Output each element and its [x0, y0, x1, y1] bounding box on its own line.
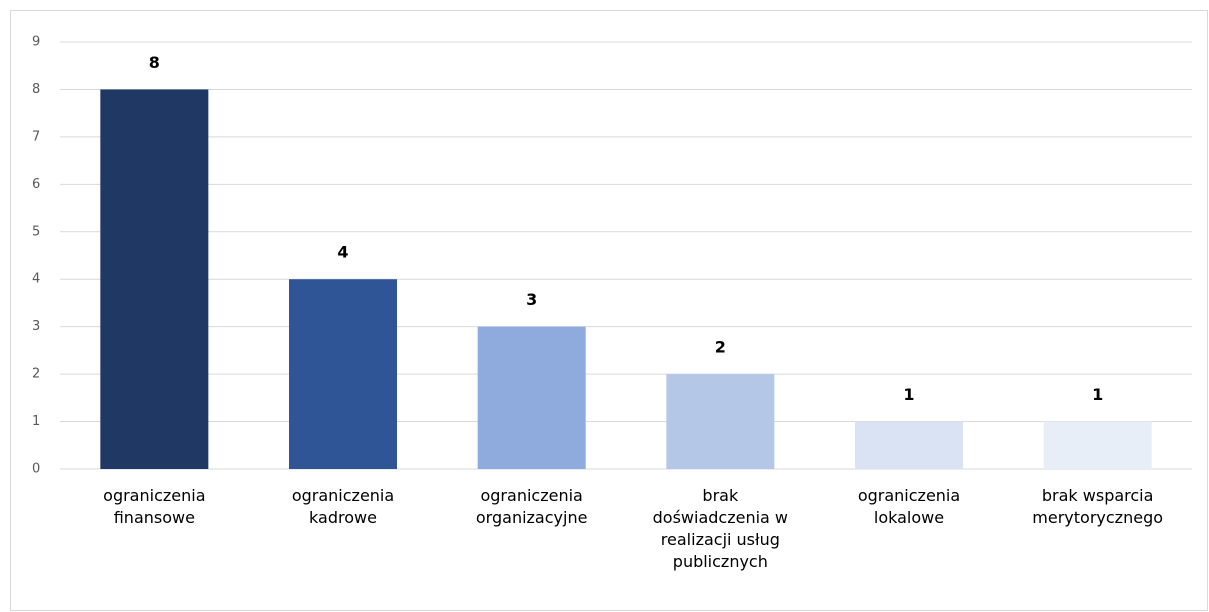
value-label: 3	[526, 290, 537, 309]
value-label: 2	[715, 338, 726, 357]
y-tick-label: 5	[32, 224, 40, 239]
x-tick-label: brak wsparcia merytorycznego	[1032, 486, 1164, 527]
x-tick-label-box: ograniczenia kadrowe	[291, 486, 395, 527]
y-tick-label: 1	[32, 414, 40, 429]
bar	[855, 421, 963, 469]
x-tick-label-box: ograniczenia lokalowe	[857, 486, 961, 527]
x-tick-label: brak doświadczenia w realizacji usług pu…	[652, 486, 789, 571]
x-tick-label-box: brak doświadczenia w realizacji usług pu…	[652, 486, 789, 571]
value-label: 4	[337, 243, 348, 262]
y-tick-label: 0	[32, 462, 40, 477]
y-tick-label: 3	[32, 319, 40, 334]
chart-frame	[10, 10, 1208, 611]
value-label: 1	[1092, 385, 1103, 404]
y-tick-label: 4	[32, 272, 40, 287]
x-tick-label: ograniczenia lokalowe	[857, 486, 961, 527]
x-tick-label-box: ograniczenia finansowe	[103, 486, 206, 527]
bar	[477, 326, 586, 469]
bar	[666, 374, 775, 469]
x-tick-label: ograniczenia finansowe	[103, 486, 206, 527]
x-tick-label-box: ograniczenia organizacyjne	[475, 486, 588, 527]
y-tick-label: 8	[32, 82, 40, 97]
bar	[289, 279, 397, 469]
bar	[1043, 421, 1152, 469]
y-tick-label: 6	[32, 177, 40, 192]
y-tick-label: 7	[32, 129, 40, 144]
value-label: 1	[903, 385, 914, 404]
x-tick-label-box: brak wsparcia merytorycznego	[1032, 486, 1164, 527]
y-tick-label: 2	[32, 367, 40, 382]
y-tick-label: 9	[32, 35, 40, 50]
value-label: 8	[149, 53, 160, 72]
x-tick-label: ograniczenia kadrowe	[291, 486, 395, 527]
x-tick-label: ograniczenia organizacyjne	[475, 486, 588, 527]
bar	[100, 89, 209, 469]
